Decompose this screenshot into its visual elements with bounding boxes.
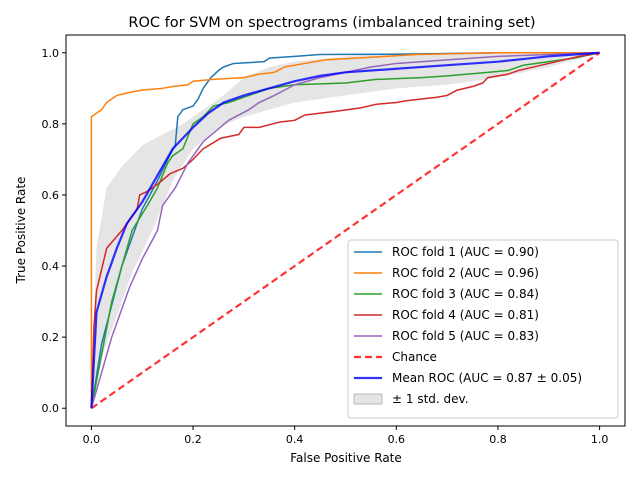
y-axis-ticks: 0.0 0.2 0.4 0.6 0.8 1.0 <box>42 47 66 415</box>
legend-entry: ROC fold 2 (AUC = 0.96) <box>354 266 539 280</box>
legend-label: ROC fold 2 (AUC = 0.96) <box>392 266 539 280</box>
series-line-chance <box>90 51 601 410</box>
legend-swatch <box>353 393 383 405</box>
legend-label: ROC fold 5 (AUC = 0.83) <box>392 329 539 343</box>
y-axis-label: True Positive Rate <box>14 177 28 285</box>
x-axis-label: False Positive Rate <box>290 451 402 465</box>
legend-label: ROC fold 1 (AUC = 0.90) <box>392 245 539 259</box>
series-line-mean-roc <box>90 51 600 409</box>
y-tick-label: 0.0 <box>42 402 60 415</box>
x-tick-label: 0.4 <box>286 433 304 446</box>
legend-label: ROC fold 4 (AUC = 0.81) <box>392 308 539 322</box>
y-tick-label: 1.0 <box>42 47 60 60</box>
series-line-roc-fold-2 <box>90 52 600 409</box>
legend-entry: Mean ROC (AUC = 0.87 ± 0.05) <box>354 371 582 385</box>
series-line-roc-fold-1 <box>90 52 600 409</box>
x-tick-label: 1.0 <box>591 433 609 446</box>
y-tick-label: 0.6 <box>42 189 60 202</box>
series-line-roc-fold-3 <box>90 52 600 409</box>
legend: ROC fold 1 (AUC = 0.90) ROC fold 2 (AUC =… <box>347 239 619 419</box>
legend-entry: ± 1 std. dev. <box>353 392 469 406</box>
legend-entry: Chance <box>354 350 437 364</box>
chart-title: ROC for SVM on spectrograms (imbalanced … <box>128 15 535 31</box>
legend-entry: ROC fold 1 (AUC = 0.90) <box>354 245 539 259</box>
legend-entry: ROC fold 3 (AUC = 0.84) <box>354 287 539 301</box>
legend-items: ROC fold 1 (AUC = 0.90) ROC fold 2 (AUC =… <box>353 245 582 406</box>
legend-entry: ROC fold 4 (AUC = 0.81) <box>354 308 539 322</box>
y-tick-label: 0.4 <box>42 260 60 273</box>
y-tick-label: 0.8 <box>42 118 60 131</box>
y-tick-label: 0.2 <box>42 331 60 344</box>
series-layer <box>90 51 601 410</box>
series-line-roc-fold-5 <box>90 52 600 409</box>
x-tick-label: 0.2 <box>184 433 202 446</box>
legend-label: Chance <box>392 350 437 364</box>
legend-label: ± 1 std. dev. <box>392 392 469 406</box>
x-tick-label: 0.6 <box>388 433 406 446</box>
x-tick-label: 0.0 <box>83 433 101 446</box>
legend-label: Mean ROC (AUC = 0.87 ± 0.05) <box>392 371 582 385</box>
legend-entry: ROC fold 5 (AUC = 0.83) <box>354 329 539 343</box>
plot-frame <box>65 34 626 427</box>
x-tick-label: 0.8 <box>489 433 507 446</box>
legend-label: ROC fold 3 (AUC = 0.84) <box>392 287 539 301</box>
series-line-roc-fold-4 <box>90 52 600 409</box>
x-axis-ticks: 0.0 0.2 0.4 0.6 0.8 1.0 <box>83 426 609 446</box>
legend-frame <box>347 239 619 419</box>
